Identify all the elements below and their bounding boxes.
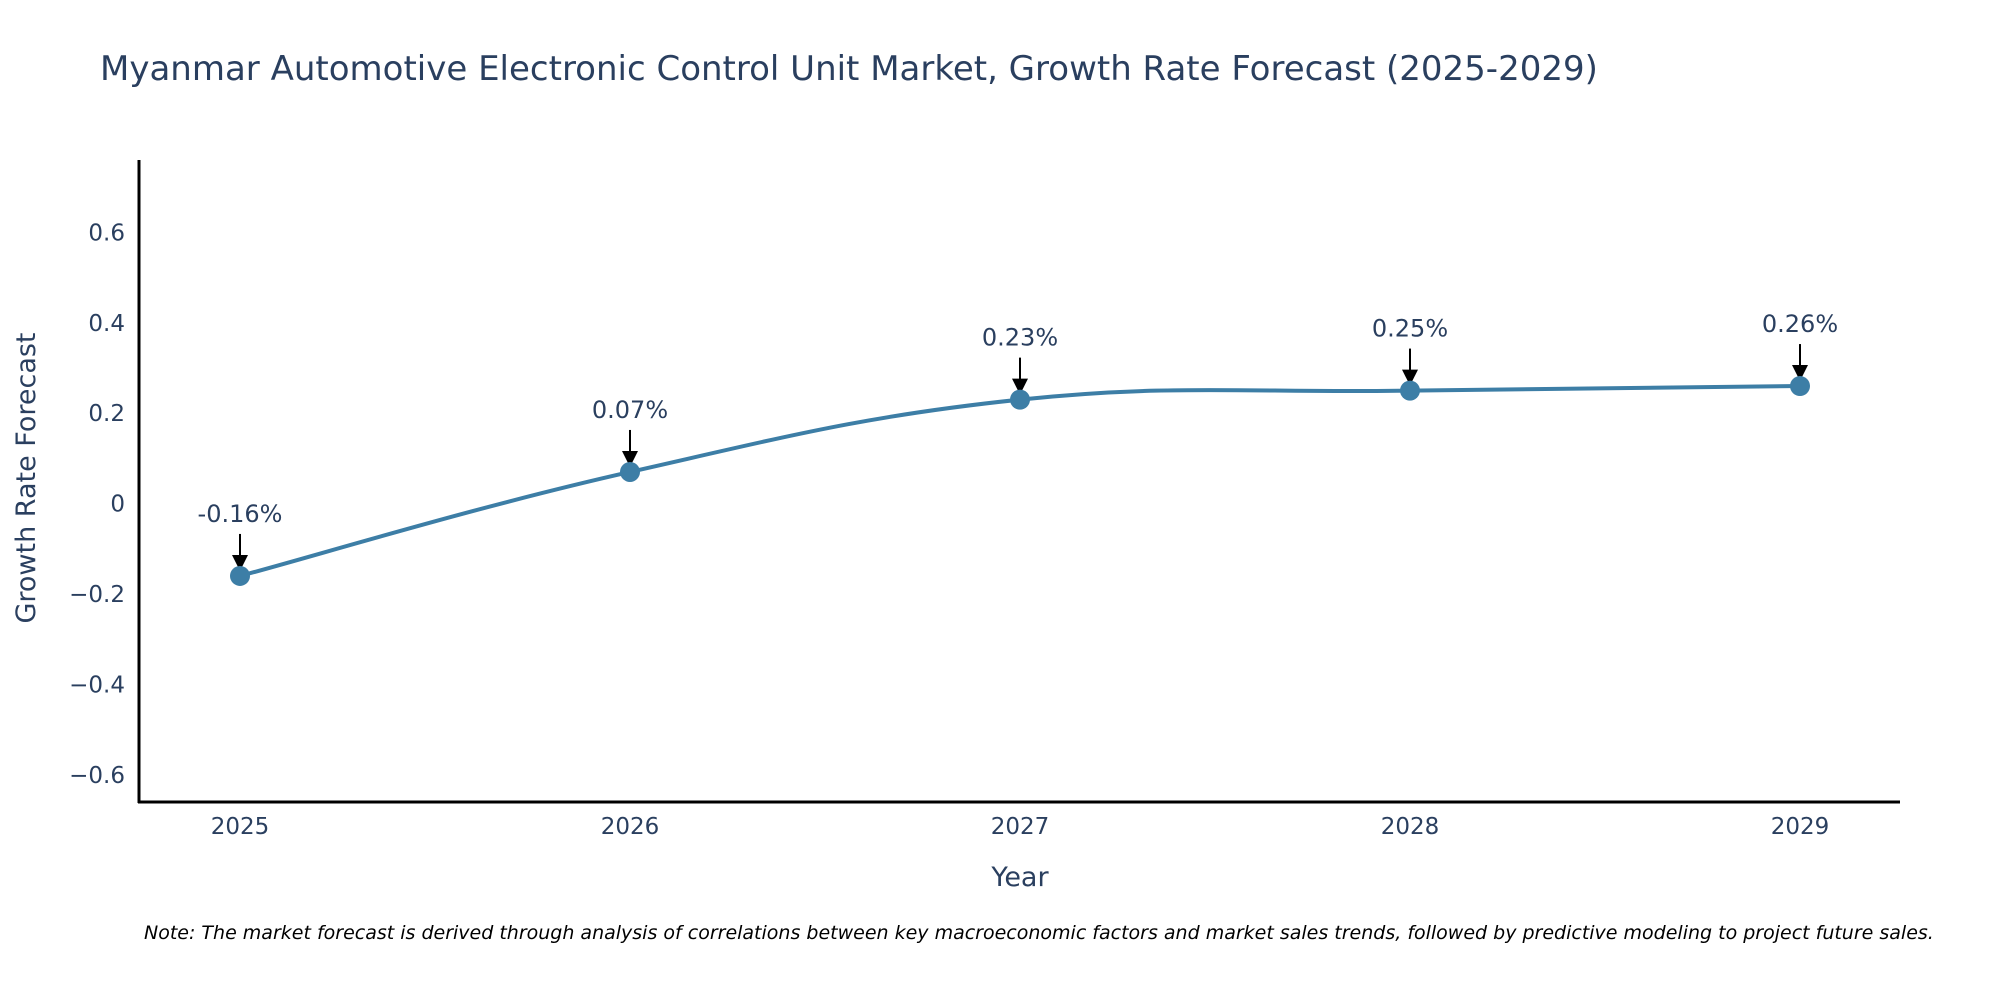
data-label: -0.16% (198, 500, 283, 528)
data-markers (230, 376, 1810, 586)
forecast-note: Note: The market forecast is derived thr… (144, 922, 1934, 944)
y-tick-label: 0 (110, 492, 125, 518)
data-annotations: -0.16% 0.07% 0.23% 0.25% 0.26% (198, 310, 1838, 571)
annotation-arrow-head (1402, 369, 1418, 386)
y-axis-title: Growth Rate Forecast (11, 332, 42, 623)
growth-rate-line (239, 384, 1801, 578)
annotation-arrow-head (1012, 378, 1028, 395)
chart-title: Myanmar Automotive Electronic Control Un… (100, 49, 1598, 89)
data-label: 0.26% (1762, 310, 1838, 338)
data-label: 0.23% (982, 324, 1058, 352)
annotation-arrow-head (232, 554, 248, 571)
x-axis-ticks: 2025 2026 2027 2028 2029 (211, 814, 1830, 840)
annotation-arrow-head (622, 450, 638, 467)
data-label: 0.07% (592, 396, 668, 424)
x-tick-label: 2025 (211, 814, 270, 840)
y-tick-label: 0.2 (88, 401, 125, 427)
data-point (1010, 389, 1030, 410)
x-axis-title: Year (990, 862, 1049, 893)
data-point (1790, 376, 1810, 397)
x-tick-label: 2029 (1771, 814, 1830, 840)
data-label: 0.25% (1372, 315, 1448, 343)
data-point (230, 565, 250, 586)
y-tick-label: −0.6 (69, 763, 125, 789)
x-tick-label: 2026 (601, 814, 660, 840)
data-point (620, 461, 640, 482)
y-tick-label: −0.2 (69, 582, 125, 608)
y-tick-label: −0.4 (69, 672, 125, 698)
y-tick-label: 0.4 (88, 311, 125, 337)
data-point (1400, 380, 1420, 401)
annotation-arrow-head (1792, 365, 1808, 382)
y-tick-label: 0.6 (88, 220, 125, 246)
y-axis-ticks: −0.6 −0.4 −0.2 0 0.2 0.4 0.6 (69, 220, 125, 789)
x-tick-label: 2027 (991, 814, 1050, 840)
x-tick-label: 2028 (1381, 814, 1440, 840)
